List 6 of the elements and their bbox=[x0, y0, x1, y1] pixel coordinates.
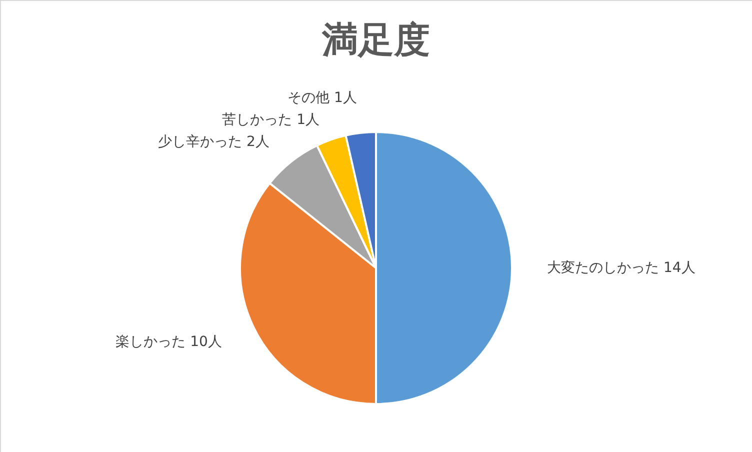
slice-label: 大変たのしかった 14人 bbox=[547, 260, 696, 276]
slice-label: 少し辛かった 2人 bbox=[158, 134, 270, 150]
chart-title: 満足度 bbox=[321, 20, 430, 61]
slice-label: その他 1人 bbox=[287, 90, 357, 106]
slice-label: 楽しかった 10人 bbox=[116, 334, 222, 350]
slice-label: 苦しかった 1人 bbox=[222, 112, 320, 128]
